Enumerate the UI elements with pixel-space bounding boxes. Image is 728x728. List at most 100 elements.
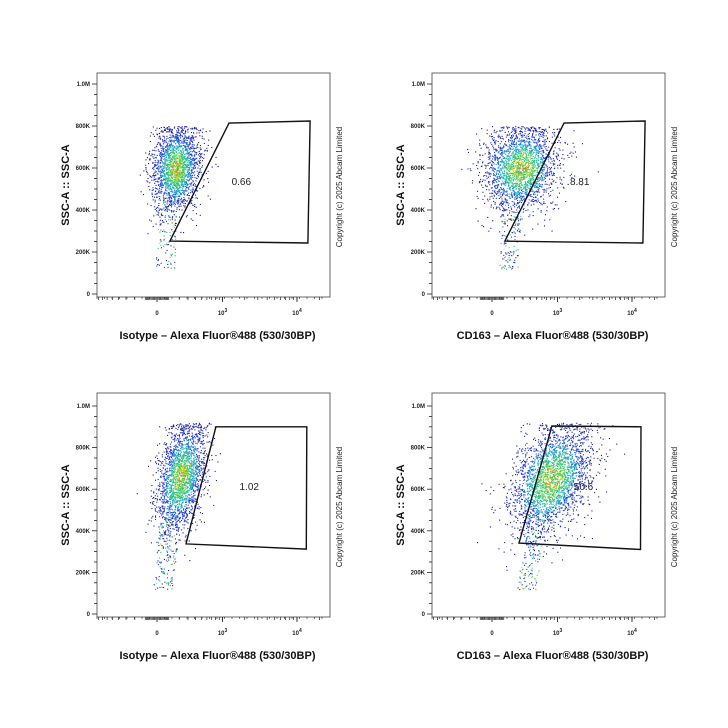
event-dot: [493, 148, 495, 150]
event-dot: [494, 159, 496, 161]
event-dot: [529, 178, 531, 180]
event-dot: [190, 157, 192, 159]
event-dot: [537, 180, 539, 182]
event-dot: [524, 127, 526, 129]
event-dot: [169, 136, 171, 138]
event-dot: [527, 144, 529, 146]
event-dot: [163, 193, 165, 195]
event-dot: [191, 135, 193, 137]
event-dot: [170, 263, 172, 265]
event-dot: [530, 163, 532, 165]
event-dot: [511, 145, 513, 147]
event-dot: [515, 257, 517, 259]
event-dot: [187, 131, 189, 133]
event-dot: [549, 155, 551, 157]
event-dot: [537, 153, 539, 155]
event-dot: [545, 141, 547, 143]
event-dot: [525, 152, 527, 154]
event-dot: [158, 264, 160, 266]
event-dot: [506, 157, 508, 159]
event-dot: [169, 128, 171, 130]
event-dot: [157, 178, 159, 180]
event-dot: [512, 170, 514, 172]
event-dot: [512, 146, 514, 148]
event-dot: [202, 128, 204, 130]
event-dot: [494, 154, 496, 156]
event-dot: [519, 229, 521, 231]
event-dot: [510, 219, 512, 221]
event-dot: [535, 130, 537, 132]
event-dot: [175, 187, 177, 189]
event-dot: [524, 140, 526, 142]
event-dot: [518, 183, 520, 185]
event-dot: [159, 208, 161, 210]
event-dot: [188, 144, 190, 146]
event-dot: [510, 251, 512, 253]
event-dot: [526, 156, 528, 158]
event-dot: [529, 147, 531, 149]
event-dot: [173, 127, 175, 129]
event-dot: [511, 166, 513, 168]
event-dot: [491, 160, 493, 162]
event-dot: [190, 218, 192, 220]
event-dot: [537, 152, 539, 154]
event-dot: [152, 161, 154, 163]
event-dot: [512, 179, 514, 181]
event-dot: [485, 189, 487, 191]
event-dot: [171, 222, 173, 224]
event-dot: [181, 155, 183, 157]
event-dot: [518, 192, 520, 194]
event-dot: [207, 436, 209, 438]
event-dot: [538, 177, 540, 179]
event-dot: [190, 165, 192, 167]
event-dot: [512, 177, 514, 179]
copyright-watermark: Copyright (c) 2025 Abcam Limited: [670, 127, 679, 248]
event-dot: [506, 191, 508, 193]
event-dot: [190, 185, 192, 187]
event-dot: [499, 209, 501, 211]
event-dot: [525, 186, 527, 188]
event-dot: [513, 191, 515, 193]
event-dot: [506, 172, 508, 174]
event-dot: [190, 484, 192, 486]
event-dot: [495, 132, 497, 134]
event-dot: [165, 192, 167, 194]
event-dot: [192, 138, 194, 140]
event-dot: [168, 205, 170, 207]
event-dot: [492, 182, 494, 184]
event-dot: [514, 206, 516, 208]
event-dot: [167, 267, 169, 269]
event-dot: [187, 166, 189, 168]
event-dot: [514, 238, 516, 240]
event-dot: [154, 160, 156, 162]
event-dot: [481, 128, 483, 130]
event-dot: [179, 216, 181, 218]
event-dot: [186, 194, 188, 196]
event-dot: [170, 174, 172, 176]
event-dot: [515, 211, 517, 213]
event-dot: [533, 170, 535, 172]
event-dot: [481, 184, 483, 186]
event-dot: [177, 155, 179, 157]
event-dot: [502, 210, 504, 212]
event-dot: [163, 175, 165, 177]
event-dot: [531, 162, 533, 164]
event-dot: [172, 166, 174, 168]
event-dot: [514, 167, 516, 169]
event-dot: [168, 428, 170, 430]
event-dot: [511, 158, 513, 160]
event-dot: [164, 188, 166, 190]
event-dot: [502, 207, 504, 209]
event-dot: [501, 152, 503, 154]
event-dot: [540, 210, 542, 212]
event-dot: [469, 168, 471, 170]
event-dot: [563, 170, 565, 172]
event-dot: [553, 153, 555, 155]
event-dot: [181, 175, 183, 177]
event-dot: [518, 133, 520, 135]
event-dot: [181, 152, 183, 154]
event-dot: [178, 195, 180, 197]
event-dot: [499, 153, 501, 155]
event-dot: [202, 447, 204, 449]
event-dot: [158, 192, 160, 194]
